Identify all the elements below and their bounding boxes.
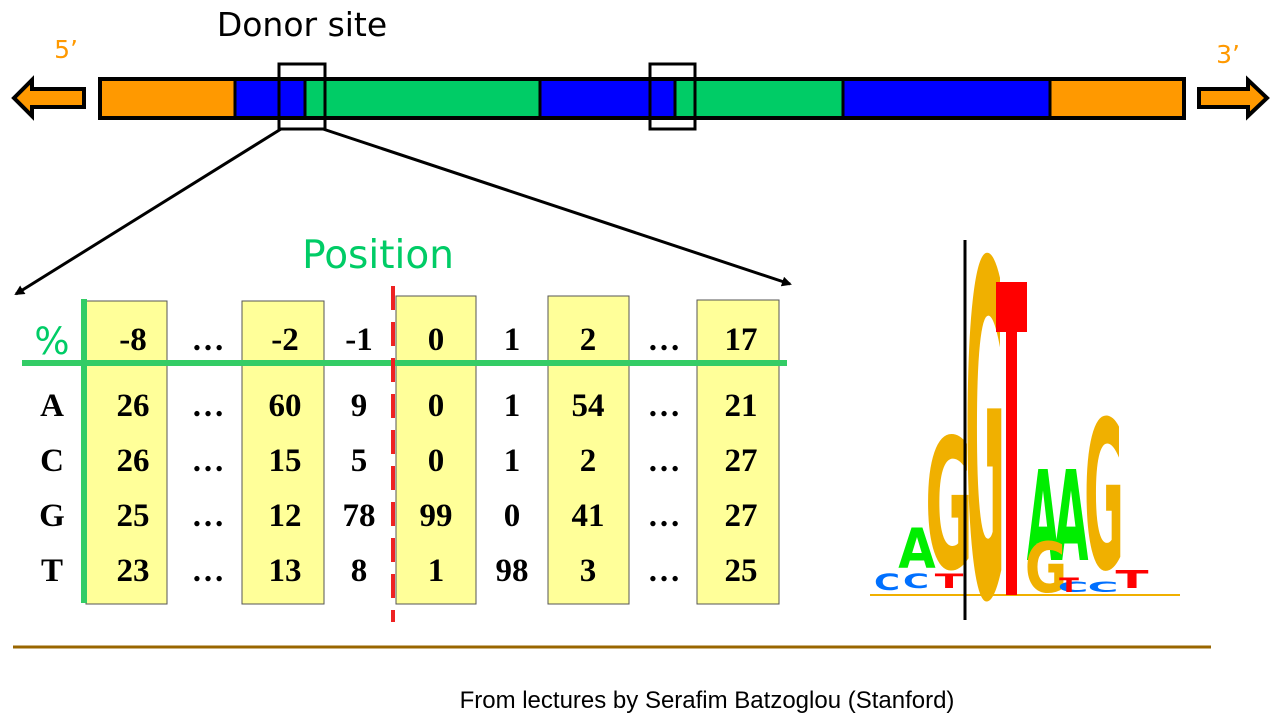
matrix-cell: … bbox=[648, 388, 681, 424]
base-label: C bbox=[40, 443, 64, 479]
matrix-cell: 8 bbox=[351, 553, 368, 589]
logo-letter-small: T bbox=[935, 570, 965, 593]
position-header: 17 bbox=[725, 322, 758, 358]
right-arrow-icon bbox=[1197, 75, 1270, 121]
matrix-cell: 12 bbox=[269, 498, 302, 534]
zoom-line-left bbox=[14, 127, 282, 296]
logo-letter-small: C bbox=[874, 570, 900, 596]
matrix-cell: 26 bbox=[117, 388, 150, 424]
matrix-cell: 99 bbox=[420, 498, 453, 534]
highlight-column bbox=[85, 300, 168, 605]
matrix-cell: 41 bbox=[572, 498, 605, 534]
segment-intron-2 bbox=[675, 79, 843, 118]
base-label: T bbox=[41, 553, 63, 589]
highlight-column bbox=[395, 295, 477, 605]
position-header: 0 bbox=[428, 322, 445, 358]
matrix-cell: 2 bbox=[580, 443, 597, 479]
matrix-cell: 60 bbox=[269, 388, 302, 424]
matrix-cell: 5 bbox=[351, 443, 368, 479]
segment-utr-3 bbox=[1050, 79, 1184, 118]
position-header: 1 bbox=[504, 322, 521, 358]
second-site-box bbox=[648, 62, 697, 131]
gene-bar bbox=[98, 77, 1186, 120]
position-header: … bbox=[192, 322, 225, 358]
position-header: -8 bbox=[119, 322, 147, 358]
matrix-cell: 15 bbox=[269, 443, 302, 479]
matrix-cell: 1 bbox=[504, 388, 521, 424]
matrix-cell: 23 bbox=[117, 553, 150, 589]
matrix-cell: … bbox=[648, 498, 681, 534]
logo-letter: A bbox=[898, 518, 936, 582]
matrix-cell: 13 bbox=[269, 553, 302, 589]
logo-letter: G bbox=[965, 169, 1005, 705]
logo-letter: A bbox=[1054, 446, 1089, 591]
donor-site-box bbox=[277, 62, 327, 131]
donor-site-title: Donor site bbox=[217, 5, 387, 44]
segment-intron-1 bbox=[305, 79, 540, 118]
five-prime-label: 5’ bbox=[54, 35, 78, 64]
matrix-cell: 21 bbox=[725, 388, 758, 424]
matrix-cell: … bbox=[192, 443, 225, 479]
matrix-cell: 98 bbox=[496, 553, 529, 589]
matrix-cell: … bbox=[192, 553, 225, 589]
matrix-cell: 25 bbox=[725, 553, 758, 589]
highlight-column bbox=[547, 295, 630, 605]
logo-letter: G bbox=[1025, 528, 1067, 609]
matrix-cell: 3 bbox=[580, 553, 597, 589]
matrix-cell: 9 bbox=[351, 388, 368, 424]
logo-letter-small: T bbox=[1059, 574, 1079, 597]
segment-utr-5 bbox=[100, 79, 235, 118]
logo-letter-small: C bbox=[903, 570, 929, 593]
highlight-column bbox=[696, 299, 780, 605]
logo-letter-small: C bbox=[1088, 580, 1119, 596]
credit-text: From lectures by Serafim Batzoglou (Stan… bbox=[460, 687, 955, 714]
highlight-column bbox=[241, 300, 325, 605]
percent-label: % bbox=[34, 320, 69, 363]
matrix-cell: 0 bbox=[428, 388, 445, 424]
matrix-cell: … bbox=[192, 498, 225, 534]
position-label: Position bbox=[302, 233, 454, 278]
logo-letter: G bbox=[1084, 378, 1124, 618]
matrix-cell: 1 bbox=[428, 553, 445, 589]
base-label: A bbox=[40, 388, 64, 424]
position-header: -1 bbox=[345, 322, 373, 358]
matrix-cell: 27 bbox=[725, 498, 758, 534]
matrix-cell: … bbox=[648, 553, 681, 589]
segment-exon-3 bbox=[843, 79, 1050, 118]
logo-letter-t-stem bbox=[1006, 330, 1017, 595]
segment-exon-1 bbox=[235, 79, 305, 118]
matrix-cell: 78 bbox=[343, 498, 376, 534]
segment-exon-2 bbox=[540, 79, 675, 118]
zoom-line-right bbox=[322, 127, 792, 287]
matrix-cell: 0 bbox=[428, 443, 445, 479]
logo-letter-small: T bbox=[1115, 565, 1149, 594]
matrix-cell: 27 bbox=[725, 443, 758, 479]
matrix-cell: 26 bbox=[117, 443, 150, 479]
left-arrow-icon bbox=[11, 75, 86, 121]
matrix-cell: 1 bbox=[504, 443, 521, 479]
position-header: 2 bbox=[580, 322, 597, 358]
position-header: … bbox=[648, 322, 681, 358]
three-prime-label: 3’ bbox=[1216, 40, 1240, 69]
position-weight-matrix: % -8… -2 -1 0 1 2… 17A 26… 60 9 0 1 54… 21C 26… 15 5 0 1 2… 2… bbox=[22, 286, 787, 622]
base-label: G bbox=[39, 498, 65, 534]
logo-letter: A bbox=[1027, 443, 1059, 589]
matrix-cell: … bbox=[648, 443, 681, 479]
matrix-cell: 54 bbox=[572, 388, 605, 424]
position-header: -2 bbox=[271, 322, 299, 358]
matrix-cell: 0 bbox=[504, 498, 521, 534]
logo-letter-small: C bbox=[1058, 580, 1089, 596]
matrix-cell: … bbox=[192, 388, 225, 424]
matrix-cell: 25 bbox=[117, 498, 150, 534]
logo-letter-t-bar bbox=[996, 282, 1027, 332]
